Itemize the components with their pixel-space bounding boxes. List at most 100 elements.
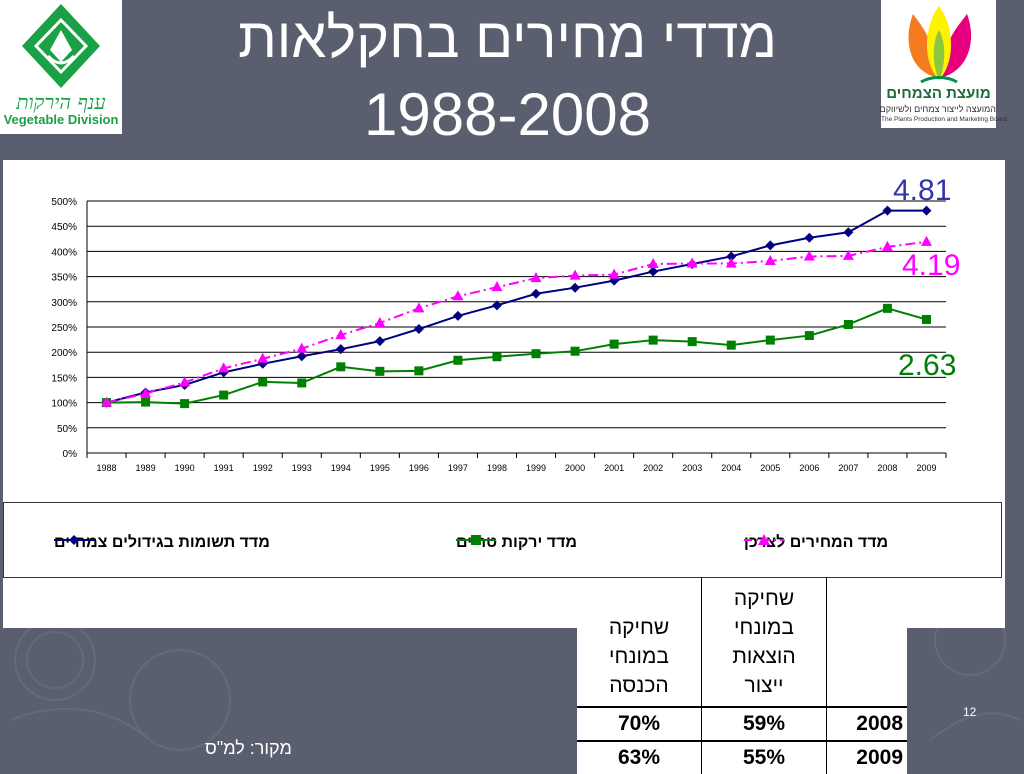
data-point-triangle [686, 257, 698, 268]
legend-diamond-marker-icon [54, 535, 94, 545]
data-point-diamond [374, 336, 385, 347]
data-point-diamond [726, 251, 737, 262]
x-tick-label: 2009 [916, 463, 936, 473]
cell-cost-2009: 55% [701, 740, 827, 774]
legend-item-inputs: מדד תשומות בגידולים צמחיים [54, 533, 270, 553]
data-point-triangle [140, 387, 152, 398]
y-tick-label: 150% [51, 373, 77, 384]
y-tick-label: 100% [51, 399, 77, 410]
table-row: 70% 59% 2008 [577, 706, 907, 741]
data-point-square [687, 337, 697, 347]
data-point-square [141, 397, 151, 407]
legend-square-marker-icon [456, 535, 496, 545]
x-tick-label: 1989 [136, 463, 156, 473]
logo-right-english: The Plants Production and Marketing Boar… [881, 116, 1008, 123]
data-point-triangle [374, 316, 386, 327]
data-point-triangle [413, 302, 425, 313]
data-point-square [570, 346, 580, 356]
x-tick-label: 2001 [604, 463, 624, 473]
header-cost-line: שחיקה [733, 587, 795, 610]
header-income-line: שחיקה [608, 616, 670, 639]
data-point-diamond [452, 310, 463, 321]
data-point-square [921, 314, 931, 324]
data-point-triangle [725, 257, 737, 268]
plants-board-logo: מועצת הצמחים המועצה לייצור צמחים ולשיווק… [879, 0, 1008, 128]
data-point-square [492, 352, 502, 362]
page-number: 12 [963, 705, 977, 719]
vegetable-division-emblem-icon [22, 4, 100, 88]
data-point-triangle [569, 269, 581, 280]
data-point-square [726, 340, 736, 350]
data-point-square [180, 399, 190, 409]
data-point-triangle [452, 290, 464, 301]
data-point-triangle [335, 329, 347, 340]
data-point-triangle [647, 258, 659, 268]
chart-panel: 0% 50% 100% 150% 200% 250% 300% 350% 400% 450% 500… [3, 160, 1005, 628]
y-tick-label: 50% [57, 424, 77, 435]
data-point-diamond [491, 300, 502, 311]
table-row: 63% 55% 2009 [577, 740, 907, 774]
series-line-1 [106, 307, 927, 405]
data-point-triangle [920, 235, 932, 246]
header-year [826, 578, 907, 707]
data-point-triangle [491, 281, 503, 292]
data-point-square [453, 355, 463, 365]
series-line-2 [106, 240, 927, 404]
x-tick-label: 2007 [838, 463, 858, 473]
data-point-square [882, 303, 892, 313]
logo-left-english: Vegetable Division [3, 112, 119, 127]
cell-year-2008: 2008 [826, 706, 907, 741]
data-point-square [375, 366, 385, 376]
logo-left-hebrew: ענף הירקות [16, 90, 106, 114]
header-cost-erosion: שחיקה במונחי הוצאות ייצור [701, 578, 827, 707]
x-tick-label: 1997 [448, 463, 468, 473]
x-tick-label: 2006 [799, 463, 819, 473]
callout-cpi-value: 4.19 [902, 249, 961, 282]
logo-right-subtitle: המועצה לייצור צמחים ולשיווקם [879, 104, 996, 114]
data-point-square [414, 366, 424, 376]
slide-title-years: 1988-2008 [364, 81, 651, 148]
data-point-square [843, 319, 853, 329]
data-point-square [297, 378, 307, 388]
y-tick-label: 300% [51, 298, 77, 309]
x-tick-label: 1999 [526, 463, 546, 473]
legend-item-vegetables: מדד ירקות טריים [456, 533, 577, 553]
data-point-square [765, 335, 775, 345]
data-point-diamond [570, 282, 581, 293]
data-point-diamond [843, 227, 854, 238]
data-point-triangle [881, 240, 893, 251]
data-point-triangle [608, 268, 620, 279]
x-tick-label: 2002 [643, 463, 663, 473]
data-point-diamond [648, 266, 659, 277]
data-point-diamond [882, 205, 893, 216]
x-tick-label: 1996 [409, 463, 429, 473]
erosion-table: שחיקה במונחי הכנסה שחיקה במונחי הוצאות י… [577, 578, 907, 774]
table-header-row: שחיקה במונחי הכנסה שחיקה במונחי הוצאות י… [577, 578, 907, 707]
data-point-triangle [179, 376, 191, 387]
x-tick-label: 1992 [253, 463, 273, 473]
x-tick-label: 1993 [292, 463, 312, 473]
x-tick-label: 2004 [721, 463, 741, 473]
x-tick-label: 1991 [214, 463, 234, 473]
y-tick-label: 500% [51, 197, 77, 208]
chart-legend: מדד תשומות בגידולים צמחיים מדד ירקות טרי… [3, 502, 1002, 578]
x-tick-label: 2005 [760, 463, 780, 473]
y-tick-label: 0% [63, 449, 78, 460]
x-tick-label: 1994 [331, 463, 351, 473]
legend-item-cpi: מדד המחירים לצרכן [744, 533, 888, 553]
data-point-square [531, 349, 541, 359]
callout-inputs-value: 4.81 [893, 174, 952, 207]
data-point-diamond [335, 344, 346, 355]
data-point-triangle [764, 254, 776, 265]
cell-cost-2008: 59% [701, 706, 827, 741]
tulip-flower-icon [908, 6, 972, 84]
data-point-diamond [296, 351, 307, 362]
x-tick-label: 2008 [877, 463, 897, 473]
data-point-square [258, 377, 268, 387]
line-chart: 0% 50% 100% 150% 200% 250% 300% 350% 400% 450% 500… [51, 197, 947, 473]
header-cost-line: במונחי [734, 616, 794, 639]
x-tick-label: 1988 [97, 463, 117, 473]
x-tick-label: 1998 [487, 463, 507, 473]
data-point-triangle [218, 362, 230, 373]
cell-income-2009: 63% [577, 740, 702, 774]
